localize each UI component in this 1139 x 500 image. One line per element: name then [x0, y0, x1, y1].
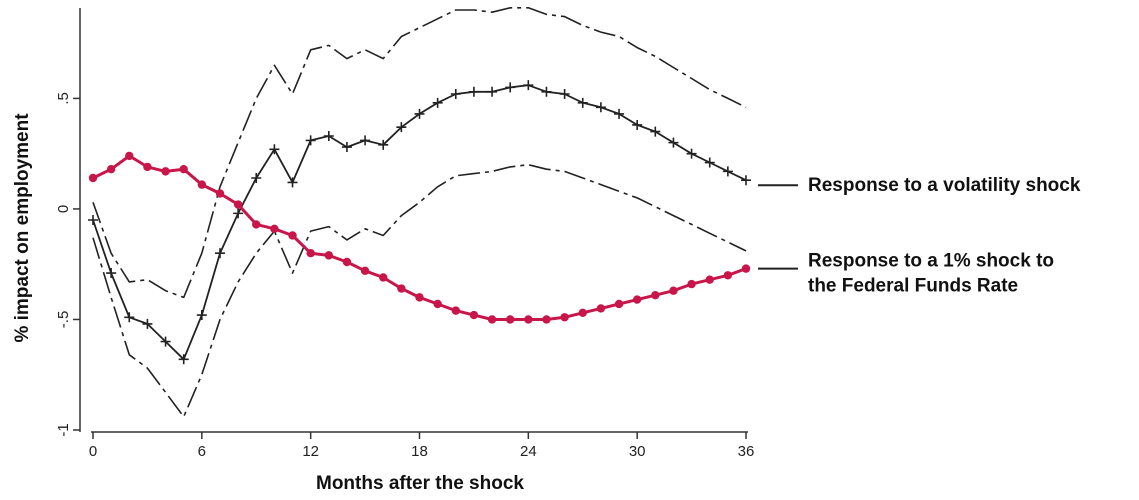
data-point-volatility [106, 268, 117, 279]
data-point-fed_funds [306, 248, 315, 258]
data-point-volatility [704, 157, 715, 168]
axes [79, 8, 748, 433]
data-point-fed_funds [143, 162, 152, 172]
x-tick-label: 0 [89, 443, 97, 460]
data-point-fed_funds [415, 293, 424, 302]
data-point-volatility [650, 126, 661, 137]
data-point-fed_funds [397, 284, 406, 293]
data-point-volatility [632, 119, 643, 130]
data-point-fed_funds [360, 266, 370, 276]
data-point-fed_funds [632, 295, 642, 304]
x-tick-label: 18 [411, 443, 428, 460]
data-point-fed_funds [270, 224, 279, 234]
data-point-volatility [668, 137, 679, 148]
data-point-volatility [468, 86, 479, 97]
data-point-volatility [269, 144, 280, 155]
y-tick-label: 0 [55, 205, 72, 213]
data-point-fed_funds [578, 308, 587, 318]
y-tick-label: -.5 [55, 311, 72, 329]
data-point-fed_funds [469, 310, 479, 320]
x-axis-title: Months after the shock [316, 473, 524, 494]
data-point-fed_funds [88, 173, 98, 183]
y-axis-title: % impact on employment [12, 113, 33, 343]
data-point-volatility [305, 135, 316, 146]
data-point-volatility [577, 97, 588, 108]
series-line-volatility [92, 84, 747, 361]
data-point-volatility [523, 80, 534, 91]
data-point-volatility [487, 86, 498, 97]
data-point-fed_funds [288, 231, 297, 240]
data-point-fed_funds [542, 315, 551, 324]
y-tick-label: -1 [55, 423, 72, 436]
data-point-volatility [614, 108, 625, 119]
data-point-volatility [396, 122, 407, 133]
data-point-fed_funds [433, 299, 442, 309]
data-point-volatility [722, 166, 733, 177]
y-tick-label: .5 [55, 92, 72, 105]
data-point-fed_funds [723, 271, 733, 280]
data-point-volatility [196, 310, 207, 321]
annotation-label-fed_funds: the Federal Funds Rate [808, 276, 1018, 297]
data-point-fed_funds [324, 251, 334, 260]
data-point-volatility [432, 97, 443, 108]
data-point-fed_funds [487, 315, 497, 324]
data-point-fed_funds [651, 290, 660, 300]
data-point-fed_funds [179, 164, 188, 174]
data-point-fed_funds [705, 275, 714, 284]
data-point-fed_funds [505, 315, 515, 324]
data-point-fed_funds [342, 257, 352, 267]
data-point-volatility [505, 82, 516, 93]
x-tick-label: 30 [629, 443, 646, 460]
data-point-fed_funds [669, 286, 678, 295]
series-line-volatility_lower_band [92, 163, 747, 418]
x-tick-label: 24 [520, 443, 537, 460]
data-point-fed_funds [252, 220, 261, 229]
data-point-fed_funds [215, 189, 225, 198]
data-point-volatility [323, 131, 334, 141]
x-tick-label: 6 [198, 443, 206, 460]
data-point-fed_funds [560, 313, 569, 322]
data-point-volatility [360, 135, 371, 146]
data-point-volatility [378, 139, 389, 150]
data-point-volatility [178, 354, 189, 365]
data-point-volatility [341, 142, 352, 153]
data-point-fed_funds [741, 264, 751, 273]
data-point-volatility [414, 108, 425, 119]
data-point-fed_funds [125, 151, 134, 161]
data-point-volatility [287, 177, 298, 188]
data-point-volatility [541, 86, 552, 97]
data-point-fed_funds [687, 279, 696, 289]
x-tick-label: 12 [302, 443, 319, 460]
data-point-fed_funds [161, 167, 170, 176]
data-point-fed_funds [106, 164, 116, 174]
data-point-volatility [450, 89, 461, 99]
data-point-volatility [142, 318, 153, 329]
data-point-volatility [88, 215, 98, 225]
data-point-volatility [160, 336, 171, 347]
data-point-volatility [124, 312, 135, 323]
data-point-volatility [686, 148, 697, 159]
data-point-volatility [233, 208, 244, 219]
series-line-volatility_upper_band [92, 7, 747, 299]
annotations: Response to a volatility shock Response t… [758, 175, 1081, 297]
data-point-fed_funds [197, 180, 207, 189]
data-point-fed_funds [524, 315, 533, 324]
data-point-volatility [251, 173, 262, 183]
data-point-fed_funds [379, 273, 388, 282]
ticks: 0 6 12 18 24 30 36 -1 -.5 0 .5 [55, 92, 754, 460]
data-point-volatility [214, 248, 225, 259]
x-tick-label: 36 [738, 443, 755, 460]
annotation-label-volatility: Response to a volatility shock [808, 175, 1081, 196]
data-point-fed_funds [614, 299, 624, 309]
data-point-volatility [595, 102, 606, 113]
series [88, 7, 751, 418]
data-point-fed_funds [451, 306, 460, 315]
data-point-fed_funds [233, 200, 243, 209]
data-point-volatility [741, 175, 751, 186]
data-point-volatility [559, 89, 570, 99]
annotation-label-fed_funds: Response to a 1% shock to [808, 251, 1054, 272]
data-point-fed_funds [596, 304, 606, 313]
